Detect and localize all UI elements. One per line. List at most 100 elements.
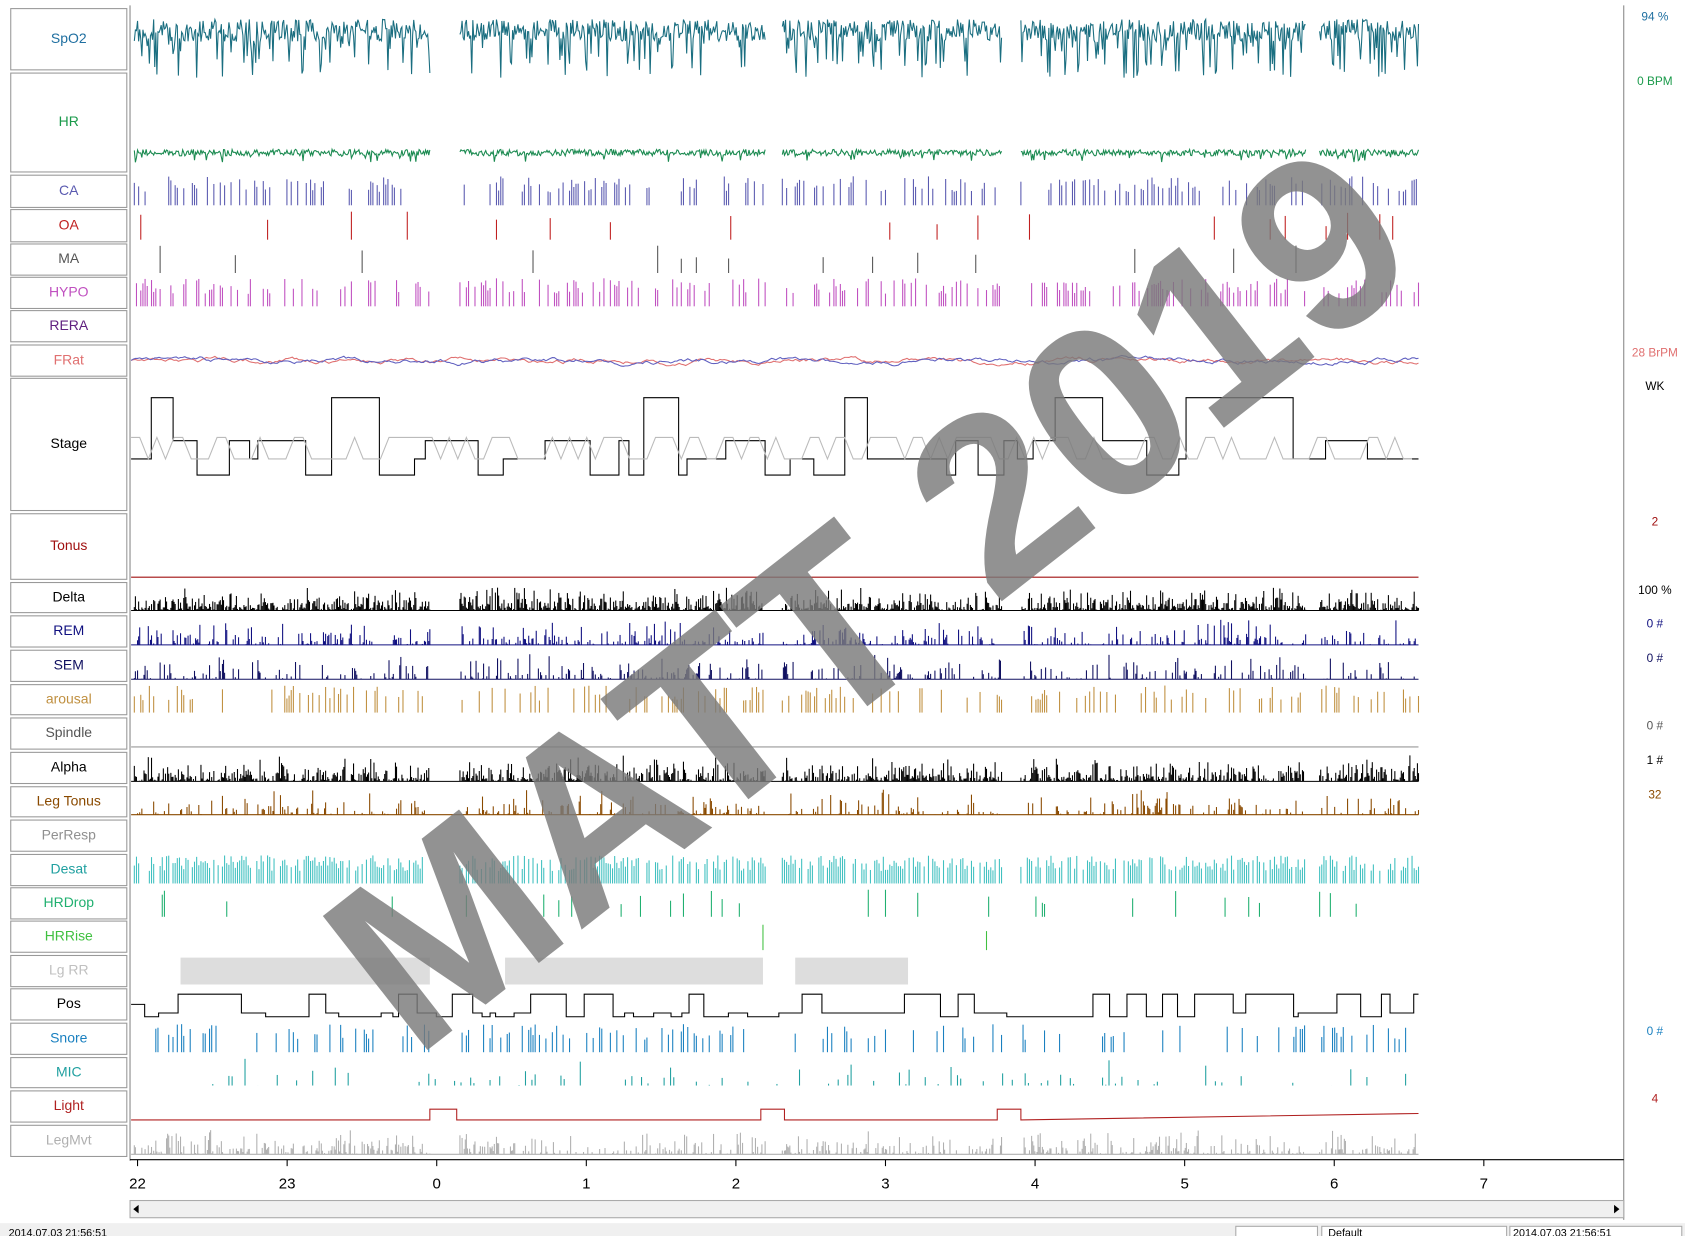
- channel-label: REM: [53, 622, 84, 638]
- trace-block: [180, 957, 430, 985]
- channel-label: FRat: [54, 351, 84, 367]
- channel-label: SpO2: [51, 30, 87, 46]
- trace-line: [1319, 147, 1420, 163]
- signal-trace: [131, 789, 1420, 816]
- channel-label-box: [10, 174, 128, 208]
- trace-line: [781, 19, 1003, 78]
- signal-trace: [159, 245, 1297, 273]
- status-box: [1235, 1225, 1319, 1236]
- channel-label: SEM: [54, 657, 84, 673]
- time-tick-label: 0: [433, 1175, 441, 1192]
- channel-readout: 0 #: [1647, 617, 1664, 631]
- trace-line: [459, 147, 766, 162]
- channel-label-box: [10, 310, 128, 343]
- channel-label-box: [10, 786, 128, 818]
- trace-line: [130, 354, 1419, 367]
- signal-trace: [140, 211, 1394, 240]
- channel-label: Tonus: [50, 537, 87, 553]
- channel-label: Stage: [51, 435, 88, 451]
- channel-label: Leg Tonus: [37, 792, 101, 808]
- signal-trace: [131, 397, 1419, 476]
- channel-label: Alpha: [51, 759, 87, 775]
- channel-readout: 1 #: [1647, 753, 1664, 767]
- trace-line: [131, 1108, 1419, 1121]
- channel-readout: 28 BrPM: [1632, 346, 1678, 360]
- channel-label-box: [10, 243, 128, 276]
- time-tick-label: 5: [1180, 1175, 1188, 1192]
- channel-label-box: [10, 920, 128, 953]
- status-box: [1509, 1225, 1683, 1236]
- channel-label-box: [10, 751, 128, 785]
- trace-line: [133, 147, 431, 163]
- signal-trace: [133, 685, 1420, 713]
- trace-line: [1020, 17, 1306, 78]
- time-tick-label: 2: [732, 1175, 740, 1192]
- channel-label: CA: [59, 182, 79, 198]
- channel-label: Light: [54, 1097, 84, 1113]
- channel-label: Lg RR: [49, 962, 89, 978]
- channel-label-box: [10, 1124, 128, 1158]
- time-tick-label: 4: [1031, 1175, 1039, 1192]
- signal-trace: [131, 654, 1419, 680]
- channel-readout: 2: [1652, 514, 1659, 528]
- status-middle: Default: [1328, 1228, 1362, 1236]
- trace-line: [131, 397, 1419, 476]
- channel-readout: 32: [1648, 787, 1661, 801]
- channel-readout: 100 %: [1638, 583, 1672, 597]
- channel-label-box: [10, 581, 128, 614]
- channel-label-box: [10, 513, 128, 580]
- channel-label: LegMvt: [46, 1132, 92, 1148]
- scrollbar[interactable]: [129, 1199, 1625, 1219]
- signal-trace: [180, 957, 909, 985]
- time-tick-label: 1: [582, 1175, 590, 1192]
- trace-block: [795, 957, 909, 985]
- channel-label: OA: [59, 216, 80, 232]
- channel-label-box: [10, 209, 128, 243]
- scroll-right[interactable]: [1614, 1204, 1620, 1214]
- trace-block: [505, 957, 763, 985]
- channel-label-box: [10, 853, 128, 887]
- channel-label-box: [10, 887, 128, 920]
- trace-line: [1319, 18, 1420, 77]
- signal-trace: [131, 1108, 1419, 1121]
- channel-label: Delta: [52, 588, 85, 604]
- trace-line: [781, 147, 1003, 161]
- signal-trace: [131, 755, 1420, 782]
- channel-label-box: [10, 1090, 128, 1123]
- channel-label-box: [10, 276, 128, 309]
- channel-readout: WK: [1645, 379, 1664, 393]
- channel-label: PerResp: [42, 826, 97, 842]
- time-tick-label: 3: [881, 1175, 889, 1192]
- channel-label-box: [10, 954, 128, 988]
- channel-readout: 0 #: [1647, 719, 1664, 733]
- time-tick-label: 23: [279, 1175, 296, 1192]
- trace-line: [130, 355, 1419, 367]
- channel-readout: 0 #: [1647, 1024, 1664, 1038]
- signal-trace: [212, 1058, 1407, 1086]
- channel-label-box: [10, 1022, 128, 1055]
- signal-trace: [131, 587, 1420, 612]
- channel-label-box: [10, 8, 128, 71]
- signal-trace: [135, 278, 1420, 307]
- channel-readout: 4: [1652, 1092, 1659, 1106]
- channel-readout: 0 BPM: [1637, 74, 1672, 88]
- channel-label-box: [10, 1057, 128, 1089]
- channel-label: Snore: [50, 1029, 88, 1045]
- signal-trace: [161, 889, 1357, 917]
- channel-readout: 0 #: [1647, 651, 1664, 665]
- status-right: 2014.07.03 21:56:51: [1513, 1228, 1612, 1236]
- scroll-left[interactable]: [133, 1204, 139, 1214]
- status-box: [1321, 1225, 1508, 1236]
- channel-label: MIC: [56, 1063, 82, 1079]
- channel-label: Spindle: [45, 724, 92, 740]
- trace-line: [133, 17, 431, 78]
- channel-label: arousal: [46, 690, 92, 706]
- channel-label-box: [10, 988, 128, 1021]
- channel-readout: 94 %: [1641, 9, 1668, 23]
- trace-line: [131, 993, 1419, 1018]
- channel-label-box: [10, 344, 128, 377]
- signal-trace: [133, 147, 1420, 163]
- trace-line: [459, 19, 766, 78]
